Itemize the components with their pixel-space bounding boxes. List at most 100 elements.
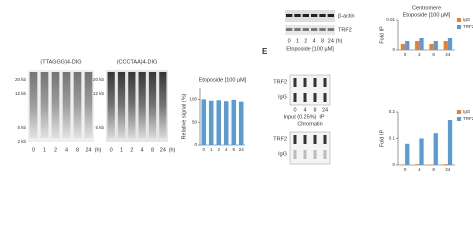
bar — [447, 119, 453, 165]
lane-label: 1 — [296, 38, 299, 44]
lane-label: 4 — [303, 107, 306, 113]
lane-label: 0 — [110, 147, 113, 153]
size-marker: 5 kb — [17, 125, 26, 130]
band — [302, 14, 309, 17]
legend-label: IgG — [463, 109, 471, 114]
dot — [313, 135, 317, 144]
bar — [239, 101, 244, 145]
y-tick-label: 0.1 — [389, 136, 396, 141]
lane-smear — [128, 72, 136, 138]
treatment-label: Etoposide [100 µM] — [286, 46, 334, 52]
y-axis-label: Fold IP — [379, 26, 385, 44]
lane-label: 8 — [76, 147, 79, 153]
lane-label: 24 — [328, 38, 334, 44]
antibody-label: IgG — [278, 151, 287, 157]
bar — [405, 41, 410, 50]
dot — [303, 78, 307, 87]
size-marker: 5 kb — [95, 125, 104, 130]
band-label: β-actin — [338, 13, 355, 19]
size-marker: 20 kb — [15, 77, 27, 82]
lane-label: 2 — [130, 147, 133, 153]
size-marker: 12 kb — [15, 91, 27, 96]
western-membrane — [285, 10, 335, 22]
lane-smear — [117, 72, 126, 138]
x-tick-label: 4 — [225, 147, 228, 152]
lane-label: 1 — [120, 147, 123, 153]
blot-membrane — [106, 70, 168, 142]
dot — [313, 78, 317, 87]
dot — [313, 150, 317, 159]
dot — [293, 93, 297, 102]
panel-label: E — [262, 47, 268, 56]
x-tick-label: 2 — [217, 147, 220, 152]
bar — [415, 41, 420, 50]
band — [294, 28, 301, 31]
lane-label: 0 — [293, 107, 296, 113]
antibody-label: TRF2 — [273, 79, 287, 85]
bar — [405, 143, 410, 165]
legend-label: TRF2 — [463, 24, 473, 29]
x-tick-label: 8 — [432, 167, 435, 172]
dot — [293, 150, 297, 159]
x-tick-label: 0 — [202, 147, 205, 152]
bar — [224, 101, 229, 145]
x-tick-label: 0 — [404, 52, 407, 57]
lane-label: (h) — [95, 147, 102, 153]
bar — [400, 44, 406, 50]
band — [319, 14, 326, 17]
bar — [429, 44, 434, 50]
bar — [415, 164, 420, 165]
band — [286, 28, 293, 31]
band — [327, 14, 334, 17]
x-tick-label: 4 — [418, 167, 421, 172]
x-tick-label: 1 — [210, 147, 213, 152]
y-tick-label: 0 — [392, 162, 395, 167]
band — [294, 14, 301, 17]
legend-label: TRF2 — [463, 116, 473, 121]
lane-label: 4 — [313, 38, 316, 44]
lane-smear — [29, 72, 38, 138]
lane-label: (h) — [169, 147, 176, 153]
legend-swatch — [457, 25, 461, 29]
western-membrane — [285, 25, 335, 35]
lane-label: 1 — [43, 147, 46, 153]
lane-smear — [40, 72, 49, 138]
y-tick-label: 0 — [392, 47, 395, 52]
lane-smear — [148, 72, 157, 138]
y-axis-label: Relative signal (%) — [181, 93, 187, 139]
ip-label: IP — [319, 114, 325, 120]
chip-title: Chromatin — [297, 121, 322, 127]
probe-label: (TTAGGG)4-DIG — [40, 59, 81, 65]
lane-label: 8 — [151, 147, 154, 153]
x-tick-label: 24 — [445, 167, 451, 172]
bar — [201, 99, 206, 145]
bar — [419, 38, 424, 50]
lane-label: 24 — [160, 147, 166, 153]
lane-label: 24 — [85, 147, 91, 153]
lane-smear — [51, 72, 60, 138]
bar — [216, 100, 221, 145]
x-tick-label: 24 — [445, 52, 451, 57]
legend-label: IgG — [463, 17, 471, 22]
band — [319, 28, 326, 31]
band-label: TRF2 — [338, 27, 352, 33]
lane-label: (h) — [336, 38, 343, 44]
size-marker: 12 kb — [93, 91, 105, 96]
legend-swatch — [457, 18, 461, 22]
x-tick-label: 24 — [239, 147, 245, 152]
bar — [443, 164, 448, 165]
band — [302, 28, 309, 31]
blot-membrane — [28, 70, 94, 142]
lane-label: 4 — [141, 147, 144, 153]
lane-label: 8 — [321, 38, 324, 44]
lane-smear — [62, 72, 71, 138]
y-tick-label: 0.01 — [386, 17, 395, 22]
lane-label: 8 — [313, 107, 316, 113]
dot — [293, 78, 297, 87]
input-label: Input (0.25%) — [283, 114, 316, 120]
antibody-label: IgG — [278, 94, 287, 100]
lane-label: 0 — [288, 38, 291, 44]
x-tick-label: 8 — [232, 147, 235, 152]
dot — [323, 93, 327, 102]
